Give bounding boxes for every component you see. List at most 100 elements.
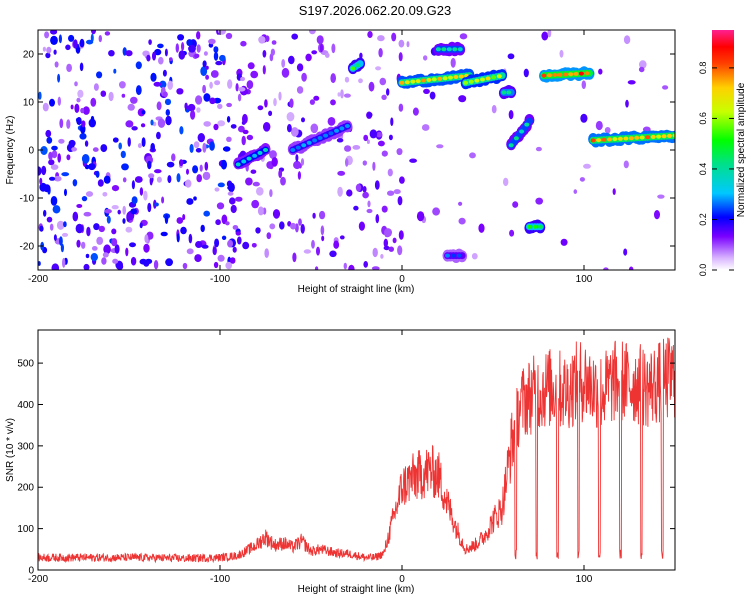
noise-cell <box>397 196 403 206</box>
noise-cell <box>176 233 180 243</box>
noise-cell <box>190 110 196 120</box>
noise-cell <box>469 152 476 159</box>
feature-core <box>312 138 318 143</box>
noise-cell <box>508 110 514 120</box>
noise-cell <box>154 202 159 207</box>
noise-cell <box>280 176 286 186</box>
noise-cell <box>156 176 162 183</box>
noise-cell <box>98 35 103 43</box>
noise-cell <box>423 55 428 61</box>
noise-cell <box>56 220 65 230</box>
noise-cell <box>310 123 319 134</box>
noise-cell <box>76 97 81 103</box>
snr-y-tick-label: 200 <box>17 483 34 494</box>
noise-cell <box>327 117 336 126</box>
noise-cell <box>398 103 404 112</box>
noise-cell <box>42 102 49 112</box>
noise-cell <box>579 177 586 182</box>
noise-cell <box>625 99 629 108</box>
noise-cell <box>149 176 153 186</box>
noise-cell <box>300 158 305 166</box>
noise-cell <box>111 238 118 247</box>
noise-cell <box>242 113 248 124</box>
noise-cell <box>204 161 209 171</box>
noise-cell <box>235 196 243 202</box>
noise-cell <box>386 88 390 96</box>
noise-cell <box>125 247 129 257</box>
noise-cell <box>176 88 184 95</box>
noise-cell <box>179 159 184 167</box>
feature-core <box>552 73 558 77</box>
noise-cell <box>458 217 466 225</box>
noise-cell <box>164 214 169 225</box>
noise-cell <box>222 146 231 152</box>
noise-cell <box>388 246 394 252</box>
noise-cell <box>392 237 397 244</box>
noise-cell <box>208 38 216 45</box>
noise-cell <box>209 81 213 89</box>
noise-cell <box>127 137 131 147</box>
noise-cell <box>397 245 403 256</box>
noise-cell <box>398 230 404 240</box>
feature-core <box>667 133 672 138</box>
noise-cell <box>80 107 85 114</box>
noise-cell <box>195 95 203 105</box>
noise-cell <box>86 226 91 237</box>
noise-cell <box>312 212 316 219</box>
feature-core <box>442 76 448 81</box>
spectrogram-x-tick-label: 100 <box>576 274 593 285</box>
noise-cell <box>202 60 207 68</box>
noise-cell <box>281 59 286 68</box>
noise-cell <box>581 80 586 89</box>
noise-cell <box>114 244 120 254</box>
noise-cell <box>43 209 47 217</box>
noise-cell <box>383 245 390 251</box>
noise-cell <box>164 98 172 106</box>
noise-cell <box>95 170 100 178</box>
noise-cell <box>72 211 79 222</box>
noise-cell <box>381 205 388 213</box>
noise-cell <box>340 89 344 99</box>
noise-cell <box>412 107 419 116</box>
noise-cell <box>108 91 114 102</box>
noise-cell <box>215 60 223 66</box>
noise-cell <box>167 80 173 90</box>
noise-cell <box>58 138 65 144</box>
noise-cell <box>225 221 230 226</box>
colorbar-tick-label: 0.2 <box>698 213 708 226</box>
noise-cell <box>175 43 179 53</box>
snr-x-tick-label: 0 <box>399 574 405 585</box>
feature-core <box>426 77 432 82</box>
noise-cell <box>250 70 259 79</box>
noise-cell <box>158 56 164 65</box>
noise-cell <box>147 160 152 170</box>
noise-cell <box>64 188 67 197</box>
noise-cell <box>319 210 326 220</box>
noise-cell <box>141 137 146 148</box>
noise-cell <box>271 40 277 45</box>
noise-cell <box>176 217 184 224</box>
noise-cell <box>242 129 249 135</box>
feature-core <box>532 224 538 229</box>
noise-cell <box>42 46 47 52</box>
feature-core <box>458 74 464 79</box>
noise-cell <box>214 187 220 192</box>
noise-cell <box>196 31 201 40</box>
noise-cell <box>396 148 403 156</box>
feature-core <box>519 129 525 134</box>
spectrogram-y-tick-label: 10 <box>23 98 35 109</box>
noise-cell <box>523 68 529 78</box>
noise-cell <box>84 164 90 170</box>
feature-core <box>491 75 497 80</box>
noise-cell <box>88 118 97 128</box>
feature-core <box>546 73 552 78</box>
feature-core <box>568 72 574 77</box>
noise-cell <box>583 163 591 169</box>
noise-cell <box>122 205 126 215</box>
noise-cell <box>116 263 124 270</box>
noise-cell <box>125 120 134 128</box>
noise-cell <box>337 186 343 197</box>
noise-cell <box>387 168 393 177</box>
noise-cell <box>146 54 151 62</box>
